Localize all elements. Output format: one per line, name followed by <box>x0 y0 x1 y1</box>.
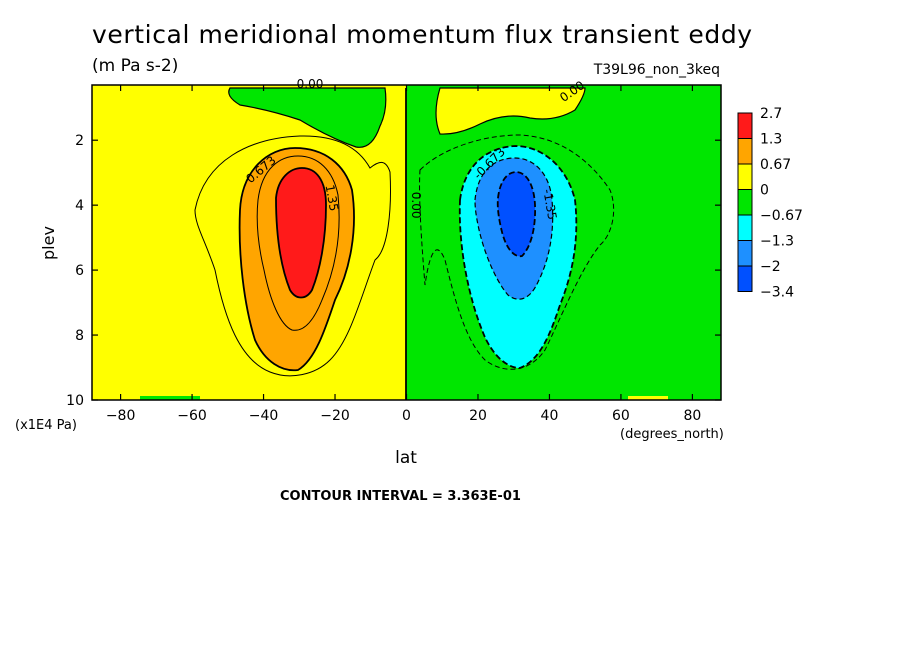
colorbar-swatch <box>737 214 753 241</box>
colorbar-label: 0.67 <box>760 157 791 173</box>
colorbar-label: −2 <box>760 259 781 275</box>
x-tick-label: −60 <box>177 408 207 424</box>
negative-darkblue-fill <box>496 171 536 258</box>
x-tick-label: 60 <box>612 408 630 424</box>
bottom-right-strip <box>628 396 668 400</box>
colorbar-swatch <box>737 265 753 292</box>
bottom-left-strip <box>140 396 200 400</box>
colorbar-label: −0.67 <box>760 208 803 224</box>
colorbar-label: 2.7 <box>760 106 782 122</box>
y-tick-label: 2 <box>75 133 84 149</box>
positive-outer-contour <box>194 135 391 377</box>
colorbar-label: −3.4 <box>760 285 794 301</box>
positive-red-fill <box>275 167 327 299</box>
colorbar: 2.7 1.3 0.67 0 −0.67 −1.3 −2 −3.4 <box>737 106 803 301</box>
top-right-positive-blob <box>435 87 586 135</box>
y-tick-label: 10 <box>66 393 84 409</box>
y-tick-label: 8 <box>75 328 84 344</box>
colorbar-swatch <box>737 240 753 267</box>
x-axis-units: (degrees_north) <box>620 427 724 442</box>
y-tick-label: 4 <box>75 198 84 214</box>
positive-inner-contour <box>256 155 340 331</box>
negative-outer-contour <box>419 134 615 370</box>
y-axis: 2 4 6 8 10 <box>66 133 721 409</box>
colorbar-label: 0 <box>760 183 769 199</box>
x-tick-label: −40 <box>249 408 279 424</box>
y-axis-label: plev <box>39 226 58 260</box>
chart-title: vertical meridional momentum flux transi… <box>92 20 753 49</box>
x-tick-label: 40 <box>541 408 559 424</box>
colorbar-swatch <box>737 163 753 190</box>
contour-label: 0.00 <box>297 77 324 91</box>
x-tick-label: −20 <box>320 408 350 424</box>
contour-interval: CONTOUR INTERVAL = 3.363E-01 <box>280 489 521 504</box>
plot-area <box>92 85 721 400</box>
x-tick-label: −80 <box>106 408 136 424</box>
colorbar-swatch <box>737 138 753 165</box>
y-tick-label: 6 <box>75 263 84 279</box>
colorbar-swatch <box>737 189 753 216</box>
contour-label: 0.00 <box>409 192 423 219</box>
x-tick-label: 80 <box>683 408 701 424</box>
x-tick-label: 20 <box>469 408 487 424</box>
y-axis-units: (x1E4 Pa) <box>15 418 77 433</box>
x-axis-label: lat <box>395 448 417 468</box>
dataset-label: T39L96_non_3keq <box>593 62 720 78</box>
contour-label: 1.35 <box>323 184 341 213</box>
chart-units: (m Pa s-2) <box>92 56 179 76</box>
colorbar-swatch <box>737 112 753 139</box>
contour-label: -1.35 <box>540 188 559 221</box>
colorbar-label: 1.3 <box>760 132 782 148</box>
x-axis: −80 −60 −40 −20 0 20 40 60 80 <box>106 85 701 424</box>
top-left-negative-blob <box>228 87 387 148</box>
x-tick-label: 0 <box>402 408 411 424</box>
colorbar-label: −1.3 <box>760 234 794 250</box>
